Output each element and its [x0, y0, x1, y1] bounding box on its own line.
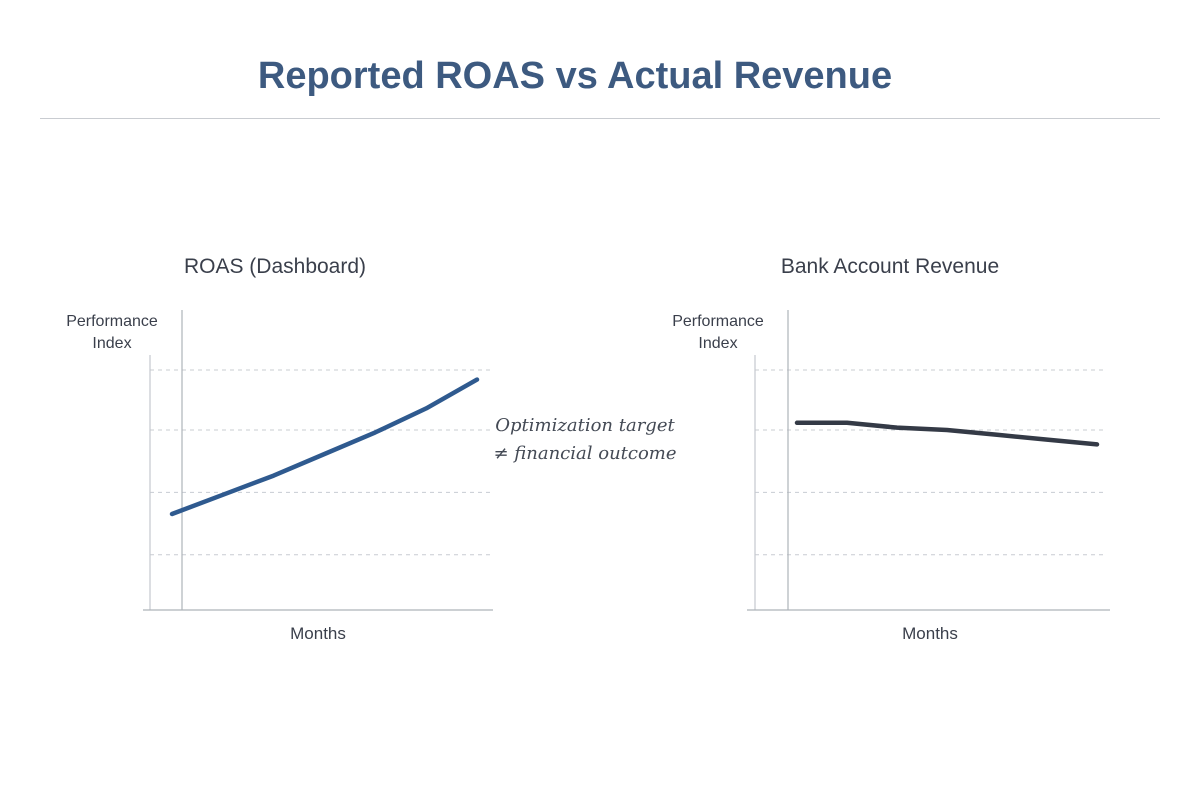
annotation: Optimization target ≠ financial outcome — [490, 412, 680, 468]
chart-bank-account-revenue: Bank Account Revenue Performance Index Mont… — [672, 255, 1110, 643]
y-axis-label: Index — [698, 335, 737, 352]
annotation-line-1: Optimization target — [495, 415, 675, 436]
y-axis-label: Performance — [66, 313, 158, 330]
figure-title: Reported ROAS vs Actual Revenue — [257, 55, 893, 97]
annotation-line-2: ≠ financial outcome — [493, 443, 677, 464]
chart-title: ROAS (Dashboard) — [184, 255, 366, 278]
series-line — [169, 377, 480, 517]
chart-title: Bank Account Revenue — [781, 255, 999, 278]
x-axis-label: Months — [902, 624, 958, 643]
chart-roas-dashboard: ROAS (Dashboard) Performance Index Months — [66, 255, 493, 643]
x-axis-label: Months — [290, 624, 346, 643]
y-axis-label: Index — [92, 335, 131, 352]
series-line — [794, 420, 1100, 447]
title-divider — [40, 118, 1160, 119]
y-axis-label: Performance — [672, 313, 764, 330]
